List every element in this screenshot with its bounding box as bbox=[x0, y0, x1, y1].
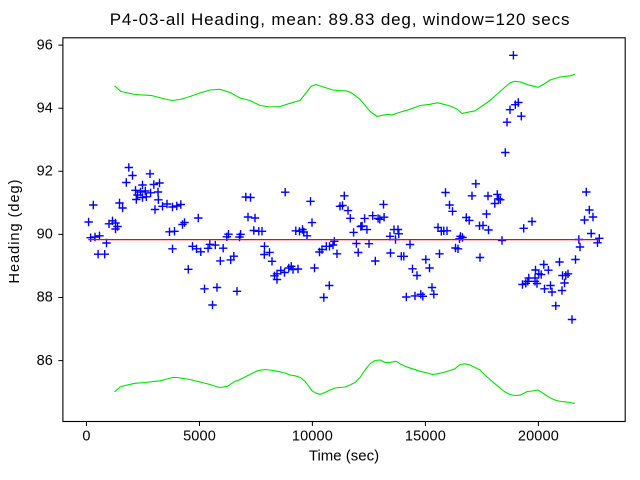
svg-text:Heading (deg): Heading (deg) bbox=[7, 179, 23, 284]
svg-text:15000: 15000 bbox=[405, 428, 446, 444]
svg-text:0: 0 bbox=[82, 428, 90, 444]
svg-text:5000: 5000 bbox=[183, 428, 216, 444]
svg-text:86: 86 bbox=[37, 353, 53, 369]
svg-text:96: 96 bbox=[37, 37, 53, 53]
svg-text:10000: 10000 bbox=[292, 428, 333, 444]
svg-text:92: 92 bbox=[37, 164, 53, 180]
svg-text:88: 88 bbox=[37, 290, 53, 306]
svg-text:90: 90 bbox=[37, 227, 53, 243]
svg-text:P4-03-all Heading, mean: 89.83: P4-03-all Heading, mean: 89.83 deg, wind… bbox=[110, 10, 571, 29]
svg-text:Time (sec): Time (sec) bbox=[309, 448, 379, 465]
svg-text:94: 94 bbox=[37, 100, 53, 116]
svg-text:20000: 20000 bbox=[518, 428, 559, 444]
